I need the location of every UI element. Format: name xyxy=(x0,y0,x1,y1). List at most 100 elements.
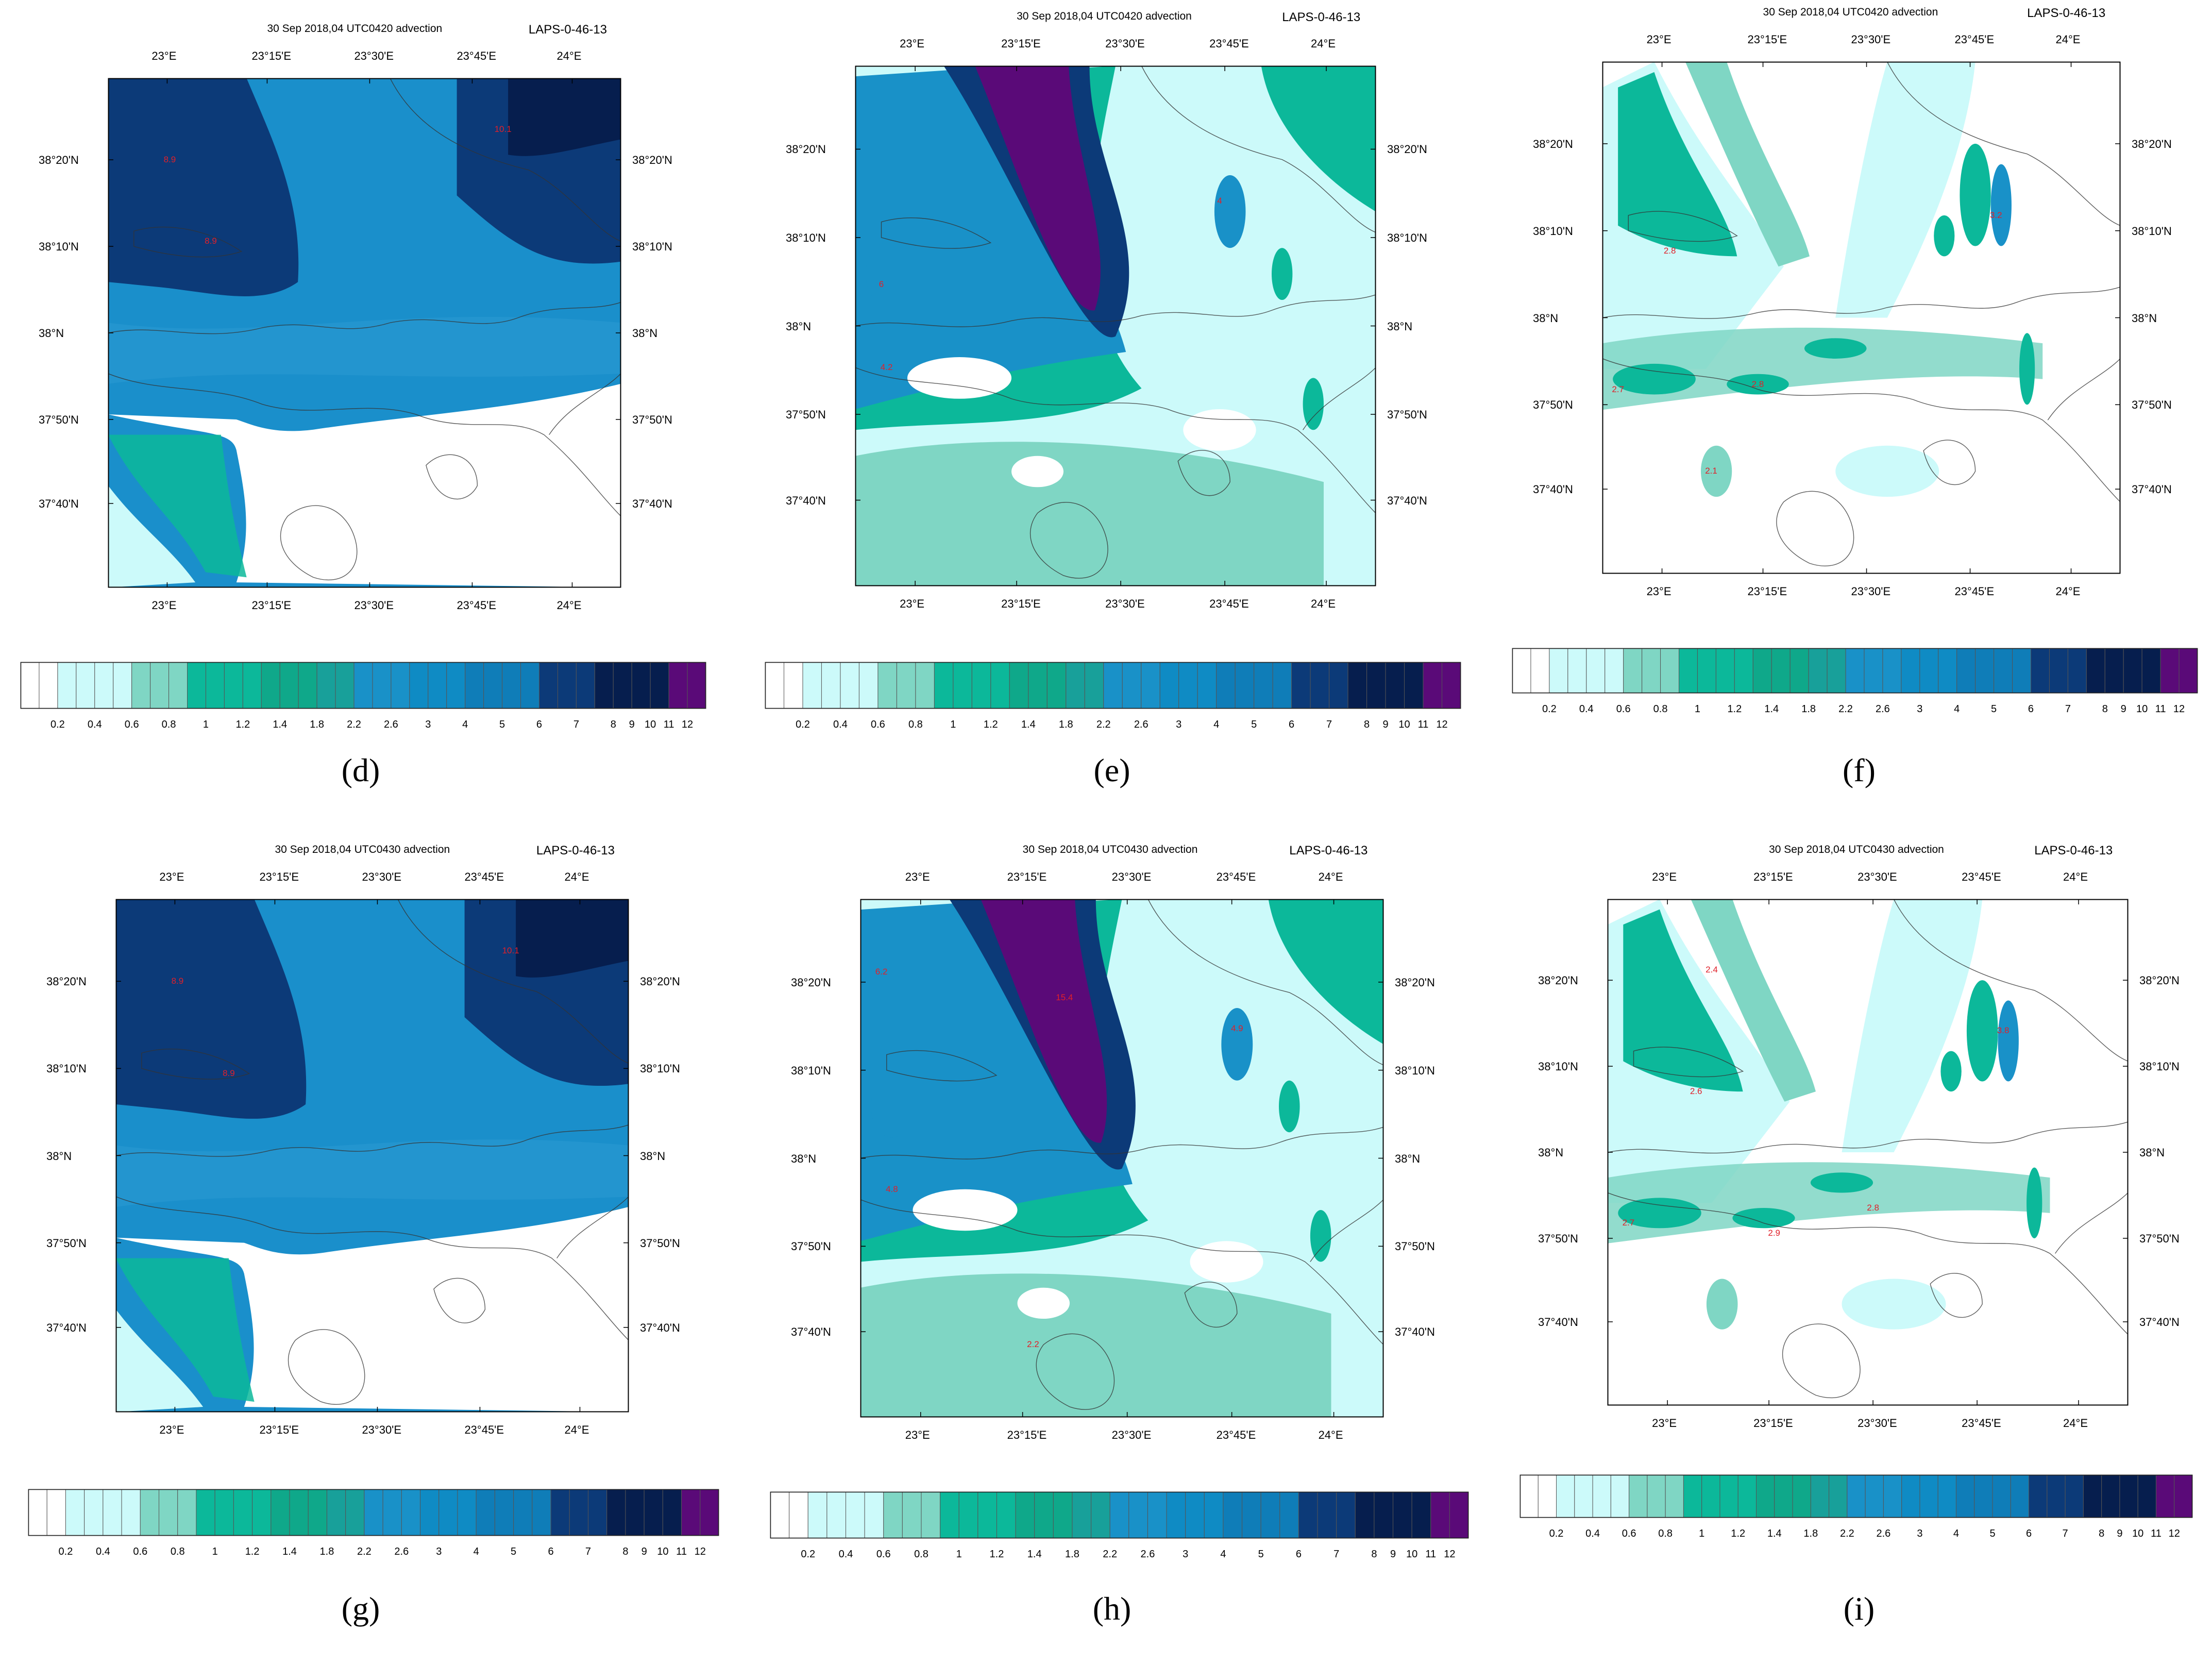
colorbar-bin xyxy=(1847,1474,1866,1518)
colorbar-label: 1.4 xyxy=(282,1546,297,1557)
colorbar-label: 12 xyxy=(681,719,694,730)
colorbar-label: 12 xyxy=(2168,1528,2180,1539)
max-value-label: 2.6 xyxy=(1690,1086,1702,1097)
latitude-label: 37°50'N xyxy=(1538,1232,1578,1245)
colorbar-label: 6 xyxy=(548,1546,554,1557)
max-value-label: 6 xyxy=(879,279,884,289)
colorbar-bin xyxy=(1166,1491,1186,1539)
latitude-label: 38°20'N xyxy=(1395,976,1435,989)
colorbar-label: 1.8 xyxy=(1058,719,1073,730)
longitude-label: 24°E xyxy=(1318,870,1343,883)
colorbar-label: 0.6 xyxy=(124,719,139,730)
colorbar-bin xyxy=(298,662,317,709)
colorbar-bin xyxy=(631,662,651,709)
longitude-label: 23°15'E xyxy=(1001,597,1041,610)
colorbar-bin xyxy=(1756,1474,1775,1518)
colorbar-bin xyxy=(159,1489,178,1536)
colorbar-bin xyxy=(446,662,466,709)
colorbar-label: 1.4 xyxy=(1767,1528,1782,1539)
model-id: LAPS-0-46-13 xyxy=(2034,844,2113,858)
colorbar xyxy=(28,1489,719,1536)
max-value-label: 4.2 xyxy=(880,362,893,373)
colorbar-bin xyxy=(391,662,410,709)
latitude-label: 38°20'N xyxy=(2132,137,2172,150)
colorbar-bin xyxy=(1956,648,1976,694)
colorbar-label: 1.8 xyxy=(319,1546,334,1557)
colorbar-label: 0.8 xyxy=(1658,1528,1673,1539)
colorbar-bin xyxy=(2030,648,2050,694)
colorbar-bin xyxy=(1975,648,1995,694)
latitude-label: 37°40'N xyxy=(39,497,79,510)
colorbar-label: 10 xyxy=(1406,1549,1418,1560)
max-value-label: 2.9 xyxy=(1768,1228,1781,1238)
colorbar-bin xyxy=(1734,648,1753,694)
colorbar-bin xyxy=(326,1489,346,1536)
max-value-label: 3.8 xyxy=(1997,1026,2010,1036)
longitude-label: 24°E xyxy=(556,599,582,612)
colorbar-label: 8 xyxy=(2099,1528,2105,1539)
colorbar-bin xyxy=(1404,662,1424,709)
colorbar-bin xyxy=(205,662,225,709)
colorbar-label: 2.2 xyxy=(1839,1528,1854,1539)
colorbar-bin xyxy=(308,1489,327,1536)
latitude-label: 37°40'N xyxy=(791,1325,831,1339)
colorbar-label: 2.2 xyxy=(1103,1549,1118,1560)
max-value-label: 8.9 xyxy=(205,236,217,246)
longitude-label: 23°45'E xyxy=(1216,1428,1256,1441)
longitude-label: 23°45'E xyxy=(1954,585,1995,598)
map-title: 30 Sep 2018,04 UTC0430 advection xyxy=(275,844,450,855)
colorbar-bin xyxy=(532,1489,551,1536)
colorbar-bin xyxy=(289,1489,309,1536)
colorbar-bin xyxy=(372,662,392,709)
colorbar-bin xyxy=(465,662,484,709)
colorbar-bin xyxy=(1336,1491,1356,1539)
max-value-label: 10.1 xyxy=(494,124,512,134)
latitude-label: 38°10'N xyxy=(2139,1060,2180,1073)
latitude-label: 37°50'N xyxy=(2132,398,2172,412)
precipitation-field xyxy=(855,65,1376,586)
colorbar-bin xyxy=(476,1489,495,1536)
max-value-label: 15.4 xyxy=(1056,992,1073,1002)
colorbar-bin xyxy=(1122,662,1142,709)
colorbar-bin xyxy=(1272,662,1292,709)
colorbar-bin xyxy=(807,1491,828,1539)
colorbar-bin xyxy=(65,1489,85,1536)
latitude-label: 37°50'N xyxy=(1387,408,1427,422)
colorbar-bin xyxy=(1442,662,1461,709)
colorbar-label: 10 xyxy=(2132,1528,2144,1539)
colorbar-bin xyxy=(1329,662,1348,709)
colorbar-label: 9 xyxy=(2120,703,2126,715)
colorbar-bin xyxy=(1592,1474,1611,1518)
latitude-label: 37°50'N xyxy=(1395,1240,1435,1253)
longitude-label: 23°45'E xyxy=(1216,870,1256,883)
longitude-label: 24°E xyxy=(2055,33,2081,46)
latitude-label: 38°10'N xyxy=(2132,224,2172,238)
colorbar-bin xyxy=(140,1489,160,1536)
longitude-label: 23°15'E xyxy=(1007,1428,1047,1441)
latitude-label: 37°40'N xyxy=(786,494,826,507)
colorbar-bin xyxy=(921,1491,941,1539)
colorbar-label: 6 xyxy=(536,719,543,730)
colorbar-bin xyxy=(1623,648,1643,694)
max-value-label: 10.1 xyxy=(502,945,519,955)
colorbar-label: 0.4 xyxy=(838,1549,853,1560)
latitude-label: 38°10'N xyxy=(1395,1064,1435,1077)
colorbar-label: 1.4 xyxy=(1021,719,1036,730)
colorbar-bin xyxy=(826,1491,846,1539)
latitude-label: 38°20'N xyxy=(791,976,831,989)
colorbar-bin xyxy=(650,662,669,709)
colorbar-bin xyxy=(915,662,935,709)
model-id: LAPS-0-46-13 xyxy=(1282,10,1361,24)
colorbar-bin xyxy=(1994,648,2013,694)
colorbar-bin xyxy=(2155,1474,2175,1518)
colorbar-label: 12 xyxy=(694,1546,706,1557)
colorbar-bin xyxy=(39,662,58,709)
longitude-label: 23°30'E xyxy=(362,870,402,883)
colorbar-label: 8 xyxy=(1371,1549,1377,1560)
colorbar-label: 3 xyxy=(1917,703,1923,715)
colorbar-bin xyxy=(1393,1491,1412,1539)
colorbar-bin xyxy=(1103,662,1123,709)
colorbar-label: 2.6 xyxy=(384,719,398,730)
latitude-label: 38°10'N xyxy=(1387,231,1427,244)
max-value-label: 4 xyxy=(1217,196,1222,206)
